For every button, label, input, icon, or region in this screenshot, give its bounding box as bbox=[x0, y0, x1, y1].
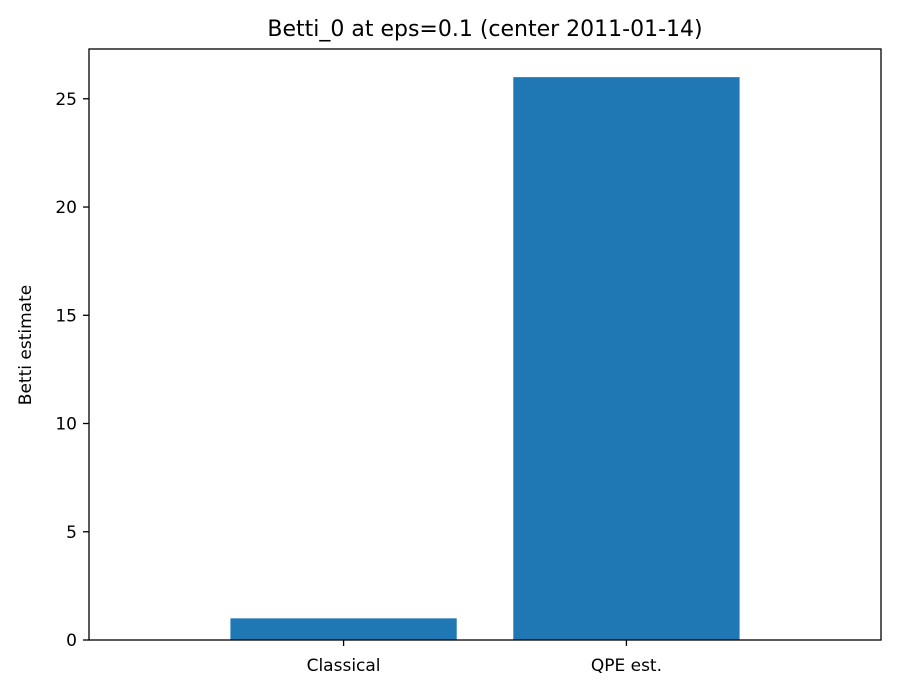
x-tick-label-1: QPE est. bbox=[591, 656, 662, 676]
y-tick-label-2: 10 bbox=[55, 415, 77, 435]
plot-frame bbox=[88, 48, 882, 641]
y-tick-label-5: 25 bbox=[55, 90, 77, 110]
y-axis-label: Betti estimate bbox=[16, 285, 36, 405]
x-axis: Classical QPE est. bbox=[307, 640, 662, 676]
bar-0 bbox=[230, 618, 457, 640]
y-tick-label-3: 15 bbox=[55, 306, 77, 326]
bars-group bbox=[230, 77, 740, 640]
y-tick-label-1: 5 bbox=[66, 523, 77, 543]
bar-1 bbox=[513, 77, 740, 640]
x-tick-label-0: Classical bbox=[307, 656, 381, 676]
y-axis: 0 5 10 15 20 25 bbox=[55, 90, 89, 651]
y-tick-label-0: 0 bbox=[66, 631, 77, 651]
chart-title: Betti_0 at eps=0.1 (center 2011-01-14) bbox=[267, 17, 702, 42]
y-tick-label-4: 20 bbox=[55, 198, 77, 218]
